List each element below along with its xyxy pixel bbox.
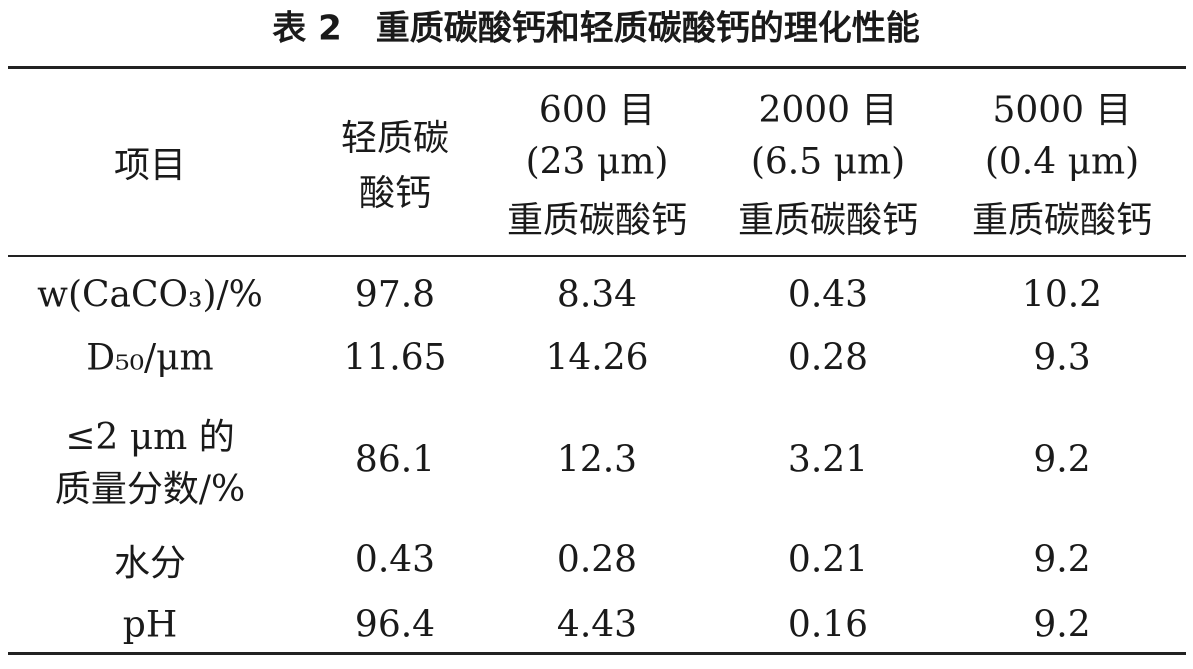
cell: 0.43 [354, 539, 436, 581]
cell: 9.2 [1033, 604, 1091, 646]
header-cell: 5000 目 [992, 90, 1132, 131]
cell: 11.65 [343, 337, 447, 379]
cell: 0.21 [787, 539, 869, 581]
row-label: pH [122, 604, 178, 646]
cell: 8.34 [556, 274, 638, 316]
row-label: D₅₀/μm [86, 337, 214, 379]
row-label: 水分 [113, 543, 187, 584]
header-cell: (23 μm) [525, 141, 669, 183]
header-rule [8, 255, 1186, 257]
cell: 14.26 [545, 337, 649, 379]
row-label: w(CaCO₃)/% [37, 274, 263, 316]
cell: 9.3 [1033, 337, 1091, 379]
header-cell: 重质碳酸钙 [506, 200, 688, 241]
bottom-rule [8, 652, 1186, 655]
cell: 86.1 [354, 439, 436, 481]
header-cell: (6.5 μm) [750, 141, 906, 183]
cell: 96.4 [354, 604, 436, 646]
top-rule [8, 66, 1186, 69]
cell: 10.2 [1021, 274, 1103, 316]
header-cell: 项目 [113, 145, 187, 186]
cell: 4.43 [556, 604, 638, 646]
header-cell: 600 目 [538, 90, 656, 131]
header-cell: 轻质碳 [340, 117, 450, 159]
cell: 0.28 [556, 539, 638, 581]
cell: 9.2 [1033, 539, 1091, 581]
row-label: 质量分数/% [54, 469, 246, 510]
cell: 0.28 [787, 337, 869, 379]
cell: 3.21 [787, 439, 869, 481]
header-cell: 2000 目 [758, 90, 898, 131]
cell: 0.43 [787, 274, 869, 316]
cell: 97.8 [354, 274, 436, 316]
table-title: 表 2 重质碳酸钙和轻质碳酸钙的理化性能 [272, 8, 920, 49]
cell: 0.16 [787, 604, 869, 646]
row-label: ≤2 μm 的 [65, 417, 235, 458]
header-cell: 酸钙 [358, 172, 432, 214]
cell: 12.3 [556, 439, 638, 481]
cell: 9.2 [1033, 439, 1091, 481]
header-cell: 重质碳酸钙 [737, 200, 919, 241]
header-cell: (0.4 μm) [984, 141, 1140, 183]
header-cell: 重质碳酸钙 [971, 200, 1153, 241]
